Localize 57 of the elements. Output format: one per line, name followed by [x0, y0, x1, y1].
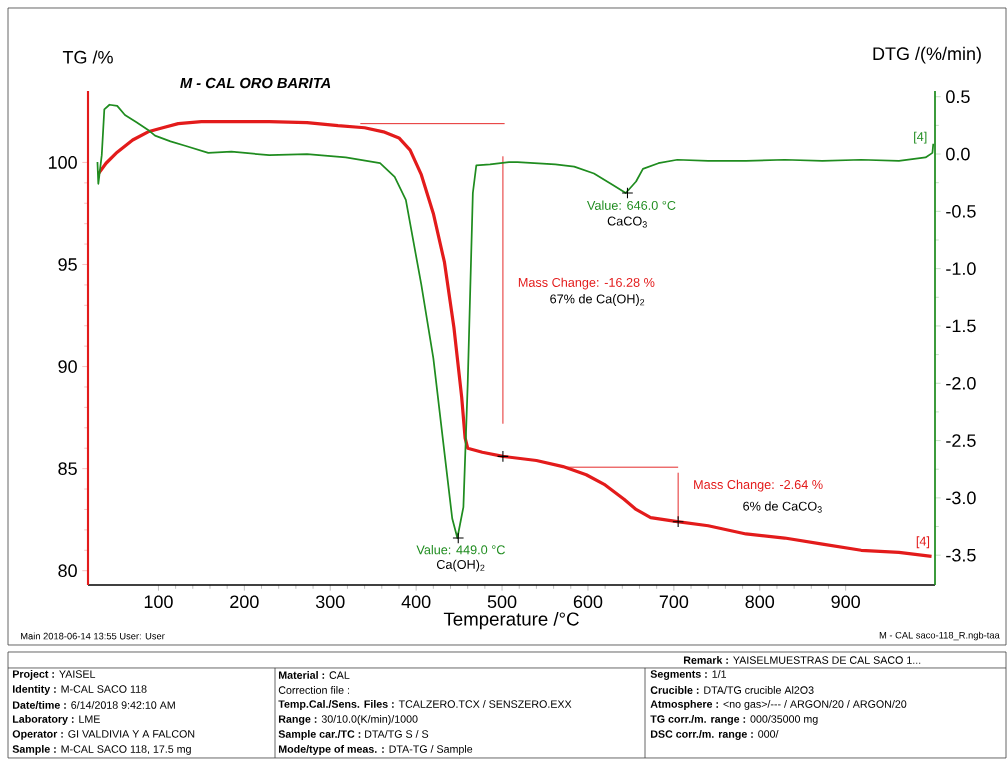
text: Sample : M-CAL SACO 118, 17.5 mg: [12, 745, 191, 755]
y2-tick-label: -1.0: [946, 262, 976, 275]
y-tick-label: 100: [48, 156, 77, 169]
y-tick-label: 90: [58, 360, 77, 373]
text: Remark : YAISELMUESTRAS DE CAL SACO 1...: [683, 656, 921, 664]
y2-tick-label: -2.5: [946, 434, 976, 447]
text: Temp.Cal./Sens. Files : TCALZERO.TCX / SENSZERO.EXX: [278, 700, 572, 710]
y-tick-label: 80: [58, 564, 77, 578]
text: Main 2018-06-14 13:55 User: User: [21, 632, 165, 640]
y2-axis-title: DTG /(%/min): [873, 46, 981, 64]
x-tick-label: 500: [487, 595, 517, 609]
y2-tick-label: -3.0: [946, 491, 976, 505]
y-axis-title: TG /%: [62, 50, 113, 64]
y2-tick-label: -2.0: [946, 376, 976, 390]
text: Correction file :: [278, 686, 349, 694]
text: Atmosphere : <no gas>/--- / ARGON/20 / ARGON/20: [650, 700, 907, 710]
text: Range : 30/10.0(K/min)/1000: [278, 714, 418, 725]
y-tick-label: 95: [58, 258, 77, 271]
text: DSC corr./m. range : 000/: [650, 729, 779, 740]
annotation: Value: 449.0 °C: [416, 544, 505, 555]
annotation: [4]: [914, 131, 927, 144]
x-axis-title: Temperature /°C: [443, 611, 579, 630]
x-tick-label: 200: [230, 595, 259, 609]
text: Date/time : 6/14/2018 9:42:10 AM: [12, 701, 175, 709]
y2-tick-label: 0.5: [946, 90, 970, 104]
text: Material : CAL: [278, 671, 350, 679]
text: Crucible : DTA/TG crucible Al2O3: [650, 686, 814, 694]
x-tick-label: 900: [831, 595, 860, 609]
annotation: Ca(OH)$_{2}$: [436, 559, 485, 572]
y2-tick-label: -0.5: [946, 204, 976, 218]
text: Laboratory : LME: [12, 715, 100, 725]
text: M - CAL saco-118_R.ngb-taa: [879, 631, 1000, 641]
y2-tick-label: -1.5: [946, 319, 976, 333]
x-tick-label: 300: [315, 595, 345, 609]
annotation: Mass Change: -16.28 %: [518, 277, 655, 290]
text: Identity : M-CAL SACO 118: [12, 685, 147, 695]
x-tick-label: 700: [659, 595, 689, 609]
x-tick-label: 100: [144, 595, 173, 609]
text: Sample car./TC : DTA/TG S / S: [278, 730, 429, 740]
x-tick-label: 800: [745, 595, 775, 609]
text: Operator : GI VALDIVIA Y A FALCON: [12, 730, 195, 740]
y-tick-label: 85: [58, 462, 77, 475]
y2-tick-label: 0.0: [946, 147, 970, 161]
x-tick-label: 600: [573, 595, 603, 609]
annotation: Mass Change: -2.64 %: [694, 479, 823, 492]
text: Segments : 1/1: [650, 669, 727, 680]
text: Mode/type of meas. : DTA-TG / Sample: [278, 745, 473, 755]
text: TG corr./m. range : 000/35000 mg: [650, 714, 818, 725]
chart-title: M - CAL ORO BARITA: [180, 77, 331, 89]
annotation: 6% de CaCO$_{3}$: [743, 501, 822, 513]
text: Project : YAISEL: [12, 670, 96, 680]
x-tick-label: 400: [401, 595, 431, 609]
annotation: Value: 646.0 °C: [586, 200, 676, 210]
annotation: CaCO$_{3}$: [607, 216, 647, 228]
annotation: [4]: [916, 536, 930, 549]
y2-tick-label: -3.5: [946, 548, 976, 562]
annotation: 67% de Ca(OH)$_{2}$: [550, 294, 645, 306]
